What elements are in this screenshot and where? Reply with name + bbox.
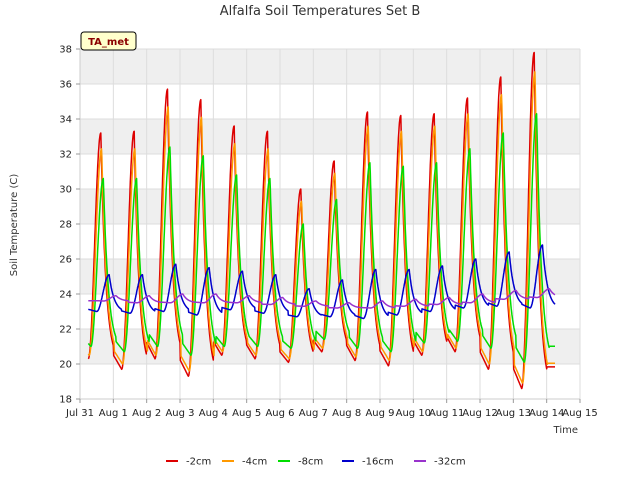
legend-item: -32cm — [414, 457, 466, 468]
y-tick-label: 28 — [59, 220, 72, 231]
x-tick-label: Aug 6 — [265, 408, 294, 419]
y-tick-label: 34 — [59, 115, 72, 126]
y-tick-label: 20 — [59, 360, 72, 371]
x-tick-label: Aug 11 — [429, 408, 464, 419]
legend-label: -32cm — [434, 457, 466, 468]
ta-met-tag: TA_met — [80, 31, 137, 51]
series-line-minus-2cm — [87, 51, 556, 390]
x-tick-label: Aug 12 — [462, 408, 497, 419]
y-tick-label: 18 — [59, 395, 72, 406]
legend: -2cm -4cm -8cm -16cm -32cm — [166, 457, 466, 468]
x-tick-label: Aug 14 — [529, 408, 564, 419]
y-axis-label: Soil Temperature (C) — [9, 174, 20, 277]
legend-label: -4cm — [242, 457, 267, 468]
chart-title: Alfalfa Soil Temperatures Set B — [220, 4, 421, 19]
legend-label: -2cm — [186, 457, 211, 468]
series-layer — [87, 51, 556, 390]
axes: 18 20 22 24 26 28 30 32 34 36 38 Jul 31 Aug 1 Aug 2 Au… — [59, 45, 597, 420]
y-tick-label: 26 — [59, 255, 72, 266]
x-tick-label: Aug 2 — [132, 408, 161, 419]
x-axis-label: Time — [553, 425, 578, 436]
y-tick-label: 30 — [59, 185, 72, 196]
x-tick-label: Aug 4 — [199, 408, 228, 419]
ta-met-tag-box — [80, 31, 137, 51]
plot-band — [80, 49, 580, 84]
plot-band — [80, 329, 580, 364]
legend-item: -8cm — [278, 457, 323, 468]
x-tick-label: Aug 9 — [365, 408, 394, 419]
x-tick-label: Aug 7 — [299, 408, 328, 419]
legend-item: -16cm — [342, 457, 394, 468]
series-line-minus-8cm — [87, 113, 556, 363]
legend-item: -4cm — [222, 457, 267, 468]
x-tick-label: Aug 13 — [496, 408, 531, 419]
x-tick-label: Jul 31 — [65, 408, 94, 419]
y-tick-label: 38 — [59, 45, 72, 56]
ta-met-tag-label: TA_met — [88, 37, 129, 48]
x-tick-label: Aug 10 — [396, 408, 431, 419]
series-line-minus-32cm — [87, 288, 556, 309]
x-tick-label: Aug 3 — [165, 408, 194, 419]
x-tick-label: Aug 5 — [232, 408, 261, 419]
legend-label: -8cm — [298, 457, 323, 468]
x-tick-label: Aug 1 — [99, 408, 128, 419]
y-tick-label: 24 — [59, 290, 72, 301]
y-tick-label: 36 — [59, 80, 72, 91]
y-tick-label: 32 — [59, 150, 72, 161]
series-line-minus-4cm — [87, 71, 556, 384]
x-tick-label: Aug 15 — [562, 408, 597, 419]
legend-item: -2cm — [166, 457, 211, 468]
y-tick-label: 22 — [59, 325, 72, 336]
legend-label: -16cm — [362, 457, 394, 468]
series-line-minus-16cm — [87, 244, 556, 320]
plot-band — [80, 119, 580, 154]
x-tick-label: Aug 8 — [332, 408, 361, 419]
